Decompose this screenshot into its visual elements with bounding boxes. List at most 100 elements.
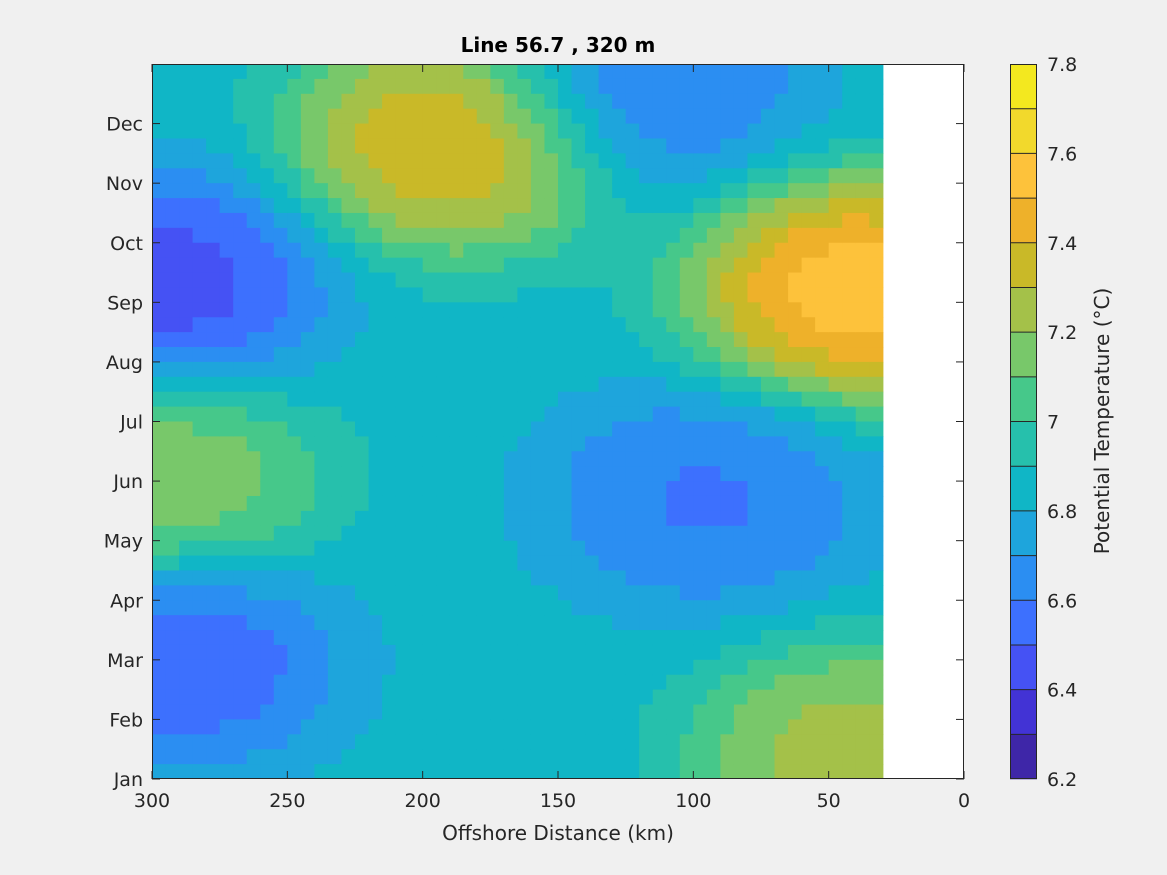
heatmap-cell [409, 332, 424, 348]
heatmap-cell [733, 93, 749, 110]
heatmap-cell [300, 347, 315, 363]
heatmap-cell [409, 108, 424, 125]
heatmap-cell [341, 64, 356, 80]
heatmap-cell [503, 510, 518, 527]
heatmap-cell [598, 406, 613, 423]
heatmap-cell [179, 749, 194, 765]
heatmap-cell [179, 123, 194, 140]
heatmap-cell [192, 332, 207, 348]
heatmap-cell [842, 212, 857, 229]
heatmap-cell [476, 78, 491, 95]
heatmap-cell [422, 615, 437, 631]
heatmap-cell [869, 525, 884, 542]
heatmap-cell [598, 242, 613, 259]
heatmap-cell [828, 64, 843, 80]
heatmap-cell [652, 689, 667, 706]
heatmap-cell [585, 376, 600, 393]
heatmap-cell [422, 123, 437, 140]
heatmap-cell [598, 659, 613, 676]
heatmap-cell [706, 347, 721, 363]
heatmap-cell [314, 332, 329, 348]
heatmap-cell [788, 287, 803, 303]
heatmap-cell [341, 704, 356, 721]
heatmap-cell [382, 510, 397, 527]
heatmap-cell [828, 242, 843, 259]
heatmap-cell [436, 630, 451, 646]
heatmap-cell [314, 436, 329, 452]
heatmap-cell [666, 734, 681, 750]
heatmap-cell [422, 212, 437, 229]
heatmap-cell [300, 451, 315, 467]
heatmap-cell [463, 540, 478, 557]
heatmap-cell [774, 630, 789, 646]
heatmap-cell [490, 704, 505, 721]
heatmap-cell [747, 570, 762, 586]
heatmap-cell [761, 347, 776, 363]
heatmap-cell [463, 138, 478, 154]
heatmap-cell [165, 466, 180, 482]
heatmap-cell [517, 481, 532, 497]
heatmap-cell [300, 153, 315, 169]
heatmap-cell [422, 659, 437, 676]
heatmap-cell [679, 600, 694, 616]
heatmap-cell [355, 630, 370, 646]
heatmap-cell [612, 495, 627, 512]
heatmap-cell [801, 391, 816, 408]
heatmap-cell [828, 644, 843, 661]
heatmap-cell [720, 138, 735, 154]
heatmap-cell [747, 93, 762, 110]
heatmap-cell [476, 108, 491, 125]
heatmap-cell [382, 466, 397, 482]
heatmap-cell [598, 674, 613, 691]
heatmap-cell [733, 600, 749, 616]
heatmap-cell [544, 406, 559, 423]
heatmap-cell [639, 78, 654, 95]
heatmap-cell [788, 153, 803, 169]
heatmap-cell [842, 764, 857, 779]
heatmap-cell [720, 108, 735, 125]
heatmap-cell [679, 689, 694, 706]
heatmap-cell [233, 525, 248, 542]
heatmap-cell [490, 391, 505, 408]
heatmap-cell [666, 674, 681, 691]
heatmap-cell [666, 689, 681, 706]
heatmap-cell [842, 615, 857, 631]
heatmap-cell [314, 451, 329, 467]
heatmap-cell [152, 704, 167, 721]
heatmap-cell [788, 510, 803, 527]
heatmap-cell [449, 600, 464, 616]
heatmap-cell [720, 272, 735, 289]
heatmap-cell [341, 615, 356, 631]
heatmap-cell [260, 481, 275, 497]
y-tick-label: Feb [109, 709, 143, 731]
heatmap-cell [761, 570, 776, 586]
heatmap-cell [179, 183, 194, 199]
heatmap-cell [625, 615, 640, 631]
heatmap-cell [544, 183, 559, 199]
heatmap-cell [179, 153, 194, 169]
heatmap-cell [219, 659, 234, 676]
heatmap-cell [503, 108, 518, 125]
heatmap-cell [409, 674, 424, 691]
heatmap-cell [720, 600, 735, 616]
heatmap-cell [585, 242, 600, 259]
heatmap-cell [733, 376, 749, 393]
heatmap-cell [463, 674, 478, 691]
heatmap-cell [693, 406, 708, 423]
heatmap-cell [652, 659, 667, 676]
heatmap-cell [409, 570, 424, 586]
heatmap-cell [490, 689, 505, 706]
heatmap-cell [625, 481, 640, 497]
heatmap-cell [490, 406, 505, 423]
heatmap-cell [503, 600, 518, 616]
heatmap-cell [598, 168, 613, 184]
heatmap-cell [652, 495, 667, 512]
heatmap-cell [314, 674, 329, 691]
heatmap-cell [720, 347, 735, 363]
heatmap-cell [598, 212, 613, 229]
heatmap-cell [219, 734, 234, 750]
heatmap-cell [395, 630, 410, 646]
heatmap-cell [503, 391, 518, 408]
heatmap-cell [842, 555, 857, 572]
heatmap-cell [774, 376, 789, 393]
